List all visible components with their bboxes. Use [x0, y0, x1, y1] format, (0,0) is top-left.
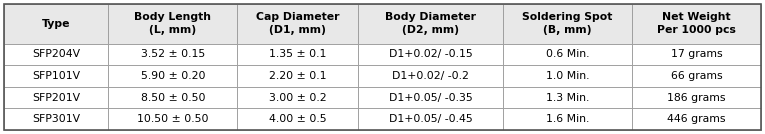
Text: 0.6 Min.: 0.6 Min.	[546, 49, 589, 59]
Text: 5.90 ± 0.20: 5.90 ± 0.20	[141, 71, 205, 81]
Text: D1+0.05/ -0.45: D1+0.05/ -0.45	[389, 114, 473, 124]
Bar	[503, 4, 632, 44]
Bar	[358, 65, 503, 87]
Bar	[358, 108, 503, 130]
Text: 1.6 Min.: 1.6 Min.	[546, 114, 589, 124]
Bar	[503, 44, 632, 65]
Bar	[237, 44, 358, 65]
Bar	[4, 87, 109, 108]
Text: Body Length
(L, mm): Body Length (L, mm)	[135, 12, 211, 36]
Bar	[632, 108, 761, 130]
Text: Type: Type	[42, 19, 70, 29]
Text: 3.00 ± 0.2: 3.00 ± 0.2	[269, 93, 327, 103]
Text: SFP301V: SFP301V	[32, 114, 80, 124]
Bar	[632, 44, 761, 65]
Bar	[4, 65, 109, 87]
Text: 446 grams: 446 grams	[667, 114, 726, 124]
Text: Net Weight
Per 1000 pcs: Net Weight Per 1000 pcs	[657, 12, 736, 36]
Text: D1+0.02/ -0.2: D1+0.02/ -0.2	[392, 71, 469, 81]
Text: 3.52 ± 0.15: 3.52 ± 0.15	[141, 49, 205, 59]
Bar	[4, 4, 109, 44]
Bar	[358, 4, 503, 44]
Text: Body Diameter
(D2, mm): Body Diameter (D2, mm)	[385, 12, 476, 36]
Text: 1.35 ± 0.1: 1.35 ± 0.1	[269, 49, 327, 59]
Bar	[237, 87, 358, 108]
Text: Cap Diameter
(D1, mm): Cap Diameter (D1, mm)	[256, 12, 340, 36]
Text: 66 grams: 66 grams	[671, 71, 722, 81]
Text: 1.3 Min.: 1.3 Min.	[546, 93, 589, 103]
Text: 17 grams: 17 grams	[671, 49, 722, 59]
Bar	[109, 44, 237, 65]
Bar	[109, 65, 237, 87]
Text: SFP204V: SFP204V	[32, 49, 80, 59]
Bar	[632, 87, 761, 108]
Text: 4.00 ± 0.5: 4.00 ± 0.5	[269, 114, 327, 124]
Bar	[4, 44, 109, 65]
Text: 1.0 Min.: 1.0 Min.	[546, 71, 589, 81]
Bar	[358, 87, 503, 108]
Text: 10.50 ± 0.50: 10.50 ± 0.50	[137, 114, 209, 124]
Bar	[109, 4, 237, 44]
Bar	[109, 108, 237, 130]
Bar	[503, 65, 632, 87]
Text: SFP201V: SFP201V	[32, 93, 80, 103]
Bar	[109, 87, 237, 108]
Text: D1+0.02/ -0.15: D1+0.02/ -0.15	[389, 49, 473, 59]
Bar	[632, 4, 761, 44]
Bar	[4, 108, 109, 130]
Bar	[503, 87, 632, 108]
Bar	[503, 108, 632, 130]
Bar	[358, 44, 503, 65]
Text: 2.20 ± 0.1: 2.20 ± 0.1	[269, 71, 327, 81]
Text: D1+0.05/ -0.35: D1+0.05/ -0.35	[389, 93, 473, 103]
Text: SFP101V: SFP101V	[32, 71, 80, 81]
Text: 186 grams: 186 grams	[667, 93, 726, 103]
Bar	[237, 108, 358, 130]
Bar	[237, 4, 358, 44]
Text: 8.50 ± 0.50: 8.50 ± 0.50	[141, 93, 205, 103]
Bar	[632, 65, 761, 87]
Bar	[237, 65, 358, 87]
Text: Soldering Spot
(B, mm): Soldering Spot (B, mm)	[522, 12, 613, 36]
